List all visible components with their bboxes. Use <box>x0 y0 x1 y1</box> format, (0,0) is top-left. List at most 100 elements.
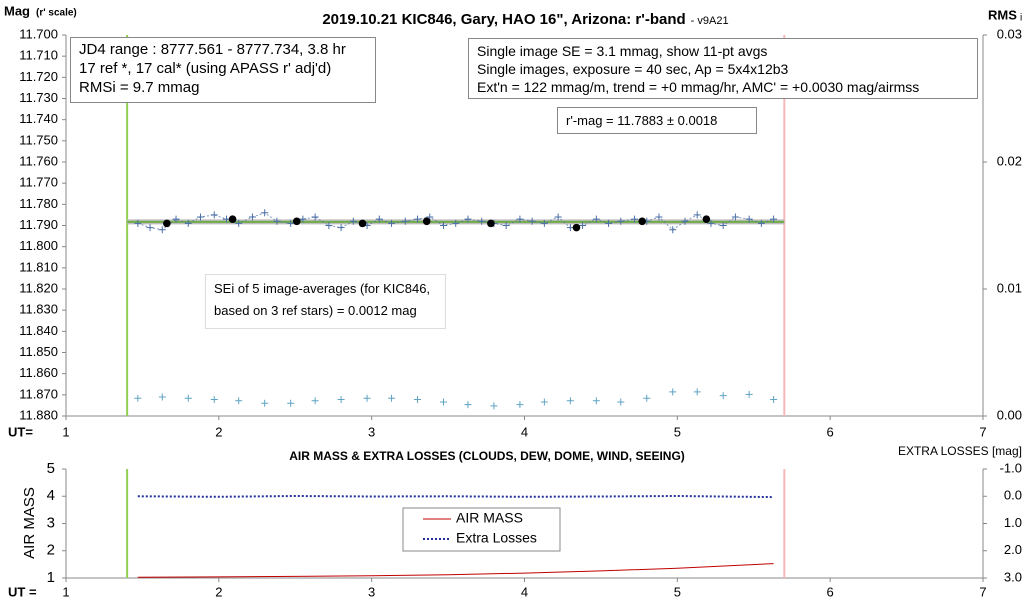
y-tick-label: 11.830 <box>19 302 58 317</box>
chart-title: 2019.10.21 KIC846, Gary, HAO 16", Arizon… <box>322 11 685 28</box>
annotation-line: Single images, exposure = 40 sec, Ap = 5… <box>477 61 789 78</box>
annotation-line: RMSi = 9.7 mmag <box>79 78 200 96</box>
y2-tick-label: 0.03 <box>997 26 1022 41</box>
x-tick-label: 5 <box>674 584 681 599</box>
y-tick-label: 11.840 <box>19 323 58 338</box>
x-tick-label: 3 <box>368 584 375 599</box>
annotation-line: JD4 range : 8777.561 - 8777.734, 3.8 hr <box>79 41 346 58</box>
y-tick-label: 11.740 <box>19 111 58 126</box>
y-axis-label: AIR MASS <box>21 487 38 559</box>
legend-label: AIR MASS <box>456 510 523 526</box>
data-point <box>719 392 727 400</box>
x-tick-label: 5 <box>674 424 681 439</box>
data-point <box>184 394 192 402</box>
data-point <box>592 215 600 223</box>
data-point <box>414 215 422 223</box>
data-point <box>158 226 166 234</box>
data-point <box>228 215 237 223</box>
data-point <box>235 219 243 227</box>
data-point <box>401 217 409 225</box>
y-tick-label: 11.870 <box>19 386 58 401</box>
data-point <box>487 219 495 228</box>
y-tick-label: 11.860 <box>19 365 58 380</box>
data-point <box>311 213 319 221</box>
data-point <box>605 219 613 227</box>
legend-label: Extra Losses <box>456 530 537 546</box>
y-tick-label: 11.800 <box>19 238 58 253</box>
data-point <box>669 226 677 234</box>
data-point <box>439 222 447 229</box>
y-tick-label: 2 <box>47 542 55 559</box>
data-point <box>311 397 319 405</box>
data-point <box>490 402 498 410</box>
data-point <box>617 217 625 225</box>
data-point <box>248 213 256 221</box>
y-tick-label: 11.700 <box>19 26 58 41</box>
data-point <box>516 401 524 409</box>
data-point <box>235 397 243 405</box>
data-point <box>770 395 778 403</box>
data-point <box>210 395 218 403</box>
series-line <box>137 494 774 499</box>
data-point <box>745 215 753 223</box>
x-tick-label: 6 <box>827 424 834 439</box>
data-point <box>146 224 154 232</box>
y2-tick-label: 1.0 <box>1004 515 1022 530</box>
data-point <box>414 395 422 403</box>
data-point <box>337 224 345 232</box>
data-point <box>643 394 651 402</box>
y-tick-label: 11.730 <box>19 90 58 105</box>
annotation-line: r'-mag = 11.7883 ± 0.0018 <box>566 113 718 128</box>
data-point <box>478 217 486 225</box>
annotation-box: Single image SE = 3.1 mmag, show 11-pt a… <box>468 38 978 99</box>
y2-tick-label: 0.00 <box>997 407 1022 422</box>
data-point <box>134 219 142 227</box>
data-point <box>757 219 765 227</box>
chart-title: AIR MASS & EXTRA LOSSES (CLOUDS, DEW, DO… <box>289 449 685 463</box>
data-point <box>707 219 715 227</box>
x-tick-label: 1 <box>62 424 69 439</box>
data-point <box>719 222 727 229</box>
y-tick-label: 11.780 <box>19 196 58 211</box>
y2-tick-label: 3.0 <box>1004 569 1022 584</box>
y2-tick-label: 2.0 <box>1004 542 1022 557</box>
data-point <box>770 215 778 223</box>
y-tick-label: 11.710 <box>19 48 58 63</box>
y-tick-label: 11.750 <box>19 132 58 147</box>
annotation-line: SEi of 5 image-averages (for KIC846, <box>214 281 431 296</box>
y-tick-label: 11.790 <box>19 217 58 232</box>
annotation-line: Ext'n = 122 mmag/m, trend = +0 mmag/hr, … <box>477 79 920 96</box>
data-point <box>388 394 396 402</box>
data-point <box>617 398 625 406</box>
data-point <box>287 219 295 227</box>
data-point <box>540 219 548 227</box>
y-axis-label: Mag <box>4 3 30 18</box>
data-point <box>196 213 204 221</box>
data-point <box>299 215 307 223</box>
y2-tick-label: 0.01 <box>997 280 1022 295</box>
data-point <box>572 223 581 232</box>
x-tick-label: 4 <box>521 424 528 439</box>
data-point <box>452 219 460 227</box>
x-tick-label: 1 <box>62 584 69 599</box>
y-tick-label: 11.720 <box>19 69 58 84</box>
data-point <box>702 215 711 223</box>
data-point <box>363 394 371 402</box>
data-point <box>464 401 472 409</box>
x-tick-label: 4 <box>521 584 528 599</box>
annotation-box: JD4 range : 8777.561 - 8777.734, 3.8 hr … <box>70 37 376 103</box>
x-tick-label: 7 <box>979 584 986 599</box>
y-tick-label: 4 <box>47 487 55 504</box>
data-point <box>745 390 753 398</box>
y2-axis-sub: i <box>1020 13 1022 24</box>
y-tick-label: 11.820 <box>19 280 58 295</box>
data-point <box>681 217 689 225</box>
y2-axis-label: EXTRA LOSSES [mag] <box>898 444 1022 458</box>
data-point <box>693 388 701 396</box>
data-point <box>669 388 677 396</box>
data-point <box>287 399 295 407</box>
data-point <box>210 211 218 219</box>
data-point <box>358 219 367 228</box>
